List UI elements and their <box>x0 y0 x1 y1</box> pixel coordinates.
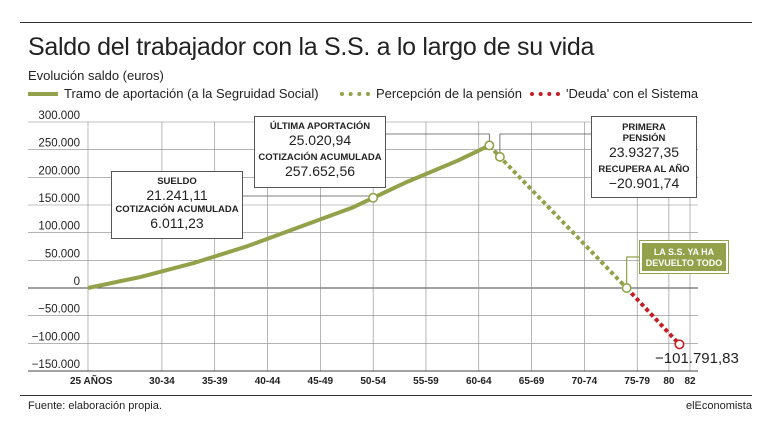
legend-item-debt: 'Deuda' con el Sistema <box>530 86 698 101</box>
legend-label-pension: Percepción de la pensión <box>376 86 522 101</box>
y-tick-label: 150.000 <box>38 193 80 205</box>
bottom-rule <box>20 395 752 396</box>
annotation-salary-label: SUELDO <box>157 176 197 187</box>
data-point-marker <box>484 140 495 151</box>
annotation-first-value: 23.9327,35 <box>608 144 680 160</box>
x-tick-label: 25 AÑOS <box>70 374 113 387</box>
annotation-returned-tag: LA S.S. YA HA DEVUELTO TODO <box>639 240 729 274</box>
y-tick-label: −50.000 <box>38 304 80 316</box>
connector-salary <box>241 195 374 198</box>
annotation-salary-value: 21.241,11 <box>146 187 208 203</box>
data-point-marker <box>368 192 379 203</box>
annotation-final-value: −101.791,83 <box>655 350 739 367</box>
x-tick-label: 60-64 <box>466 376 492 387</box>
annotation-recovery-value: −20.901,74 <box>608 175 680 191</box>
top-rule <box>20 22 752 23</box>
chart-title: Saldo del trabajador con la S.S. a lo la… <box>28 33 595 61</box>
x-tick-label: 75-79 <box>624 376 650 387</box>
y-tick-label: −150.000 <box>32 359 80 371</box>
x-tick-label: 30-34 <box>149 376 175 387</box>
annotation-first-pension: PRIMERA PENSIÓN 23.9327,35 RECUPERA AL A… <box>591 116 697 198</box>
x-tick-label: 35-39 <box>202 376 228 387</box>
y-tick-label: 250.000 <box>38 138 80 150</box>
annotation-returned-line-2: DEVUELTO TODO <box>645 258 723 268</box>
y-tick-label: 0 <box>74 276 80 288</box>
brand-logo-text: elEconomista <box>685 400 752 412</box>
annotation-first-label: PRIMERA <box>622 122 666 133</box>
connector-first-pension <box>499 133 591 157</box>
annotation-returned-line-1: LA S.S. YA HA <box>653 247 715 257</box>
x-tick-label: 65-69 <box>519 376 545 387</box>
y-tick-label: 200.000 <box>38 165 80 177</box>
series-line-2 <box>625 286 681 346</box>
annotation-first-label-2: PENSIÓN <box>622 133 666 144</box>
connector-returned <box>626 256 640 288</box>
annotation-last-value: 25.020,94 <box>288 132 352 148</box>
y-tick-label: 100.000 <box>38 221 80 233</box>
x-tick-label: 40-44 <box>255 376 281 387</box>
data-point-marker <box>621 282 632 293</box>
x-tick-label: 50-54 <box>360 376 386 387</box>
annotation-salary-cumulative-label: COTIZACIÓN ACUMULADA <box>115 204 239 215</box>
data-point-marker <box>674 339 685 350</box>
x-tick-label: 70-74 <box>572 376 598 387</box>
legend-swatch-solid <box>28 91 58 96</box>
annotation-last-cumulative-value: 257.652,56 <box>284 163 356 179</box>
legend-swatch-dotted-red <box>530 91 560 96</box>
y-tick-label: 50.000 <box>45 248 80 260</box>
x-tick-label: 82 <box>684 376 696 387</box>
annotation-recovery-label: RECUPERA AL AÑO <box>598 164 690 175</box>
marker-layer <box>368 140 685 350</box>
y-tick-label: −100.000 <box>32 331 80 343</box>
axis-layer: 300.000 250.000 200.000 150.000 100.000 50.00… <box>28 110 698 387</box>
data-point-marker <box>494 151 505 162</box>
annotation-last-contribution: ÚLTIMA APORTACIÓN 25.020,94 COTIZACIÓN A… <box>254 116 386 188</box>
annotation-salary: SUELDO 21.241,11 COTIZACIÓN ACUMULADA 6.… <box>111 171 243 239</box>
legend-item-pension: Percepción de la pensión <box>340 86 522 101</box>
annotation-last-label: ÚLTIMA APORTACIÓN <box>269 121 371 132</box>
legend-label-contribution: Tramo de aportación (a la Segruidad Soci… <box>64 86 319 101</box>
chart-subtitle: Evolución saldo (euros) <box>28 68 164 83</box>
legend-label-debt: 'Deuda' con el Sistema <box>566 86 699 101</box>
x-tick-label: 55-59 <box>413 376 439 387</box>
y-tick-label: 300.000 <box>38 110 80 122</box>
x-tick-label: 80 <box>663 376 675 387</box>
legend-swatch-dotted-green <box>340 91 370 96</box>
connector-last-contribution <box>384 133 490 146</box>
series-line-0 <box>87 143 491 290</box>
annotation-salary-cumulative-value: 6.011,23 <box>150 215 204 231</box>
legend-item-contribution: Tramo de aportación (a la Segruidad Soci… <box>28 86 319 101</box>
source-note: Fuente: elaboración propia. <box>28 400 162 412</box>
annotation-last-cumulative-label: COTIZACIÓN ACUMULADA <box>258 152 382 163</box>
x-tick-label: 45-49 <box>308 376 334 387</box>
